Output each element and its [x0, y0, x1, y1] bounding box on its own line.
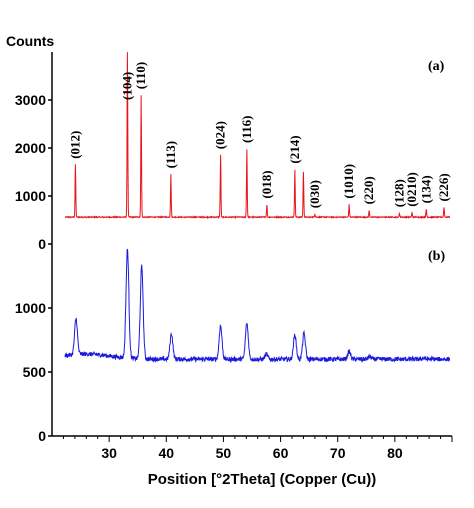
y-tick-label-a-0: 0	[38, 236, 46, 252]
peak-label-10: (1010)	[341, 164, 356, 199]
peak-label-3: (113)	[163, 141, 178, 168]
series-line-a	[64, 52, 451, 220]
plot-layer: 0 1000 2000 3000 (012) (104)(110) (113) (024) (1…	[15, 52, 453, 461]
peak-label-4: (024)	[213, 121, 228, 149]
peak-label-7: (214)	[287, 135, 302, 163]
peak-label-5: (116)	[239, 116, 254, 143]
peak-label-13: (0210)	[404, 172, 419, 207]
peak-label-11: (220)	[361, 176, 376, 204]
y-tick-label-b-0: 0	[38, 428, 46, 444]
peak-label-9: (030)	[307, 180, 322, 208]
y-tick-label-a-1: 1000	[15, 188, 46, 204]
peak-label-14: (134)	[418, 175, 433, 203]
x-tick-label-1: 40	[158, 445, 174, 461]
peak-label-0: (012)	[67, 131, 82, 159]
y-tick-label-b-2: 1000	[15, 300, 46, 316]
panel-b-label: (b)	[428, 249, 445, 264]
y-tick-label-a-3: 3000	[15, 92, 46, 108]
x-tick-label-0: 30	[101, 445, 117, 461]
x-tick-label-4: 70	[330, 445, 346, 461]
peak-label-1: (104)	[119, 72, 134, 100]
peak-label-6: (018)	[259, 170, 274, 198]
panel-a-label: (a)	[428, 59, 445, 74]
series-line-b	[64, 248, 451, 364]
y-tick-label-a-2: 2000	[15, 140, 46, 156]
peak-label-15: (226)	[436, 173, 451, 201]
x-tick-label-3: 60	[273, 445, 289, 461]
peak-label-12: (128)	[391, 179, 406, 207]
y-axis-label: Counts	[6, 33, 54, 49]
x-tick-label-5: 80	[387, 445, 403, 461]
peak-label-2: (110)	[133, 62, 148, 89]
x-axis-label: Position [°2Theta] (Copper (Cu))	[148, 471, 376, 488]
y-tick-label-b-1: 500	[23, 364, 47, 380]
x-tick-label-2: 50	[216, 445, 232, 461]
